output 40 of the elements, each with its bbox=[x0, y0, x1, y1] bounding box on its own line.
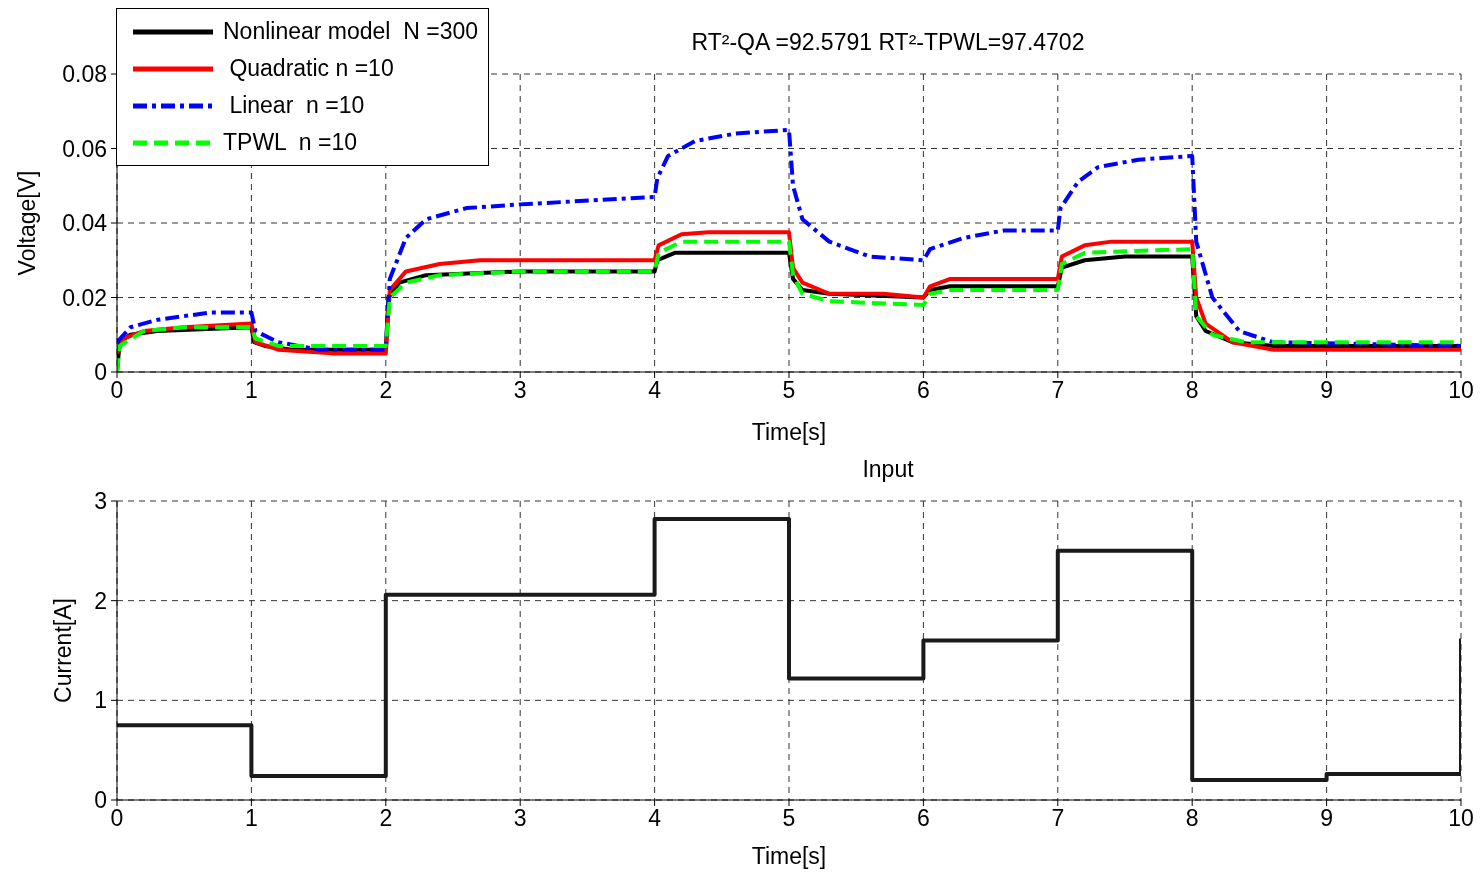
x-tick-label: 5 bbox=[782, 805, 796, 832]
y-tick-label: 0.02 bbox=[62, 284, 107, 311]
x-tick-label: 3 bbox=[513, 805, 527, 832]
x-tick-label: 2 bbox=[379, 377, 393, 404]
y-tick-label: 0 bbox=[94, 787, 107, 814]
x-tick-label: 1 bbox=[245, 805, 258, 832]
legend-label: TPWL n =10 bbox=[223, 129, 358, 156]
legend-label: Linear n =10 bbox=[228, 92, 365, 119]
x-tick-label: 10 bbox=[1448, 377, 1474, 404]
y-tick-label: 2 bbox=[94, 587, 107, 614]
legend-label: Quadratic n =10 bbox=[228, 55, 394, 82]
x-tick-label: 9 bbox=[1320, 377, 1333, 404]
y-tick-label: 3 bbox=[94, 488, 107, 515]
x-tick-label: 9 bbox=[1320, 805, 1333, 832]
x-tick-label: 1 bbox=[245, 377, 258, 404]
x-tick-label: 7 bbox=[1051, 377, 1065, 404]
x-tick-label: 8 bbox=[1185, 805, 1199, 832]
y-tick-label: 0.04 bbox=[62, 210, 108, 237]
y-axis-title: Current[A] bbox=[50, 598, 76, 703]
y-tick-label: 0 bbox=[94, 359, 107, 386]
line-series bbox=[117, 127, 1461, 352]
x-axis-title: Time[s] bbox=[751, 419, 827, 445]
y-tick-label: 0.06 bbox=[62, 135, 107, 162]
x-axis-title: Time[s] bbox=[751, 843, 827, 869]
y-axis-title: Voltage[V] bbox=[14, 170, 40, 276]
x-tick-label: 4 bbox=[648, 377, 662, 404]
x-tick-label: 8 bbox=[1185, 377, 1199, 404]
x-tick-label: 7 bbox=[1051, 805, 1065, 832]
x-tick-label: 4 bbox=[648, 805, 662, 832]
x-tick-label: 10 bbox=[1448, 805, 1474, 832]
x-tick-label: 6 bbox=[917, 805, 930, 832]
chart-title: RT²-QA =92.5791 RT²-TPWL=97.4702 bbox=[691, 29, 1085, 55]
x-tick-label: 6 bbox=[917, 377, 930, 404]
x-tick-label: 2 bbox=[379, 805, 393, 832]
chart-title: Input bbox=[861, 456, 915, 483]
y-tick-label: 0.08 bbox=[62, 61, 107, 88]
x-tick-label: 5 bbox=[782, 377, 796, 404]
y-tick-label: 1 bbox=[94, 687, 107, 714]
legend-label: Nonlinear model N =300 bbox=[223, 18, 479, 45]
x-tick-label: 3 bbox=[513, 377, 527, 404]
